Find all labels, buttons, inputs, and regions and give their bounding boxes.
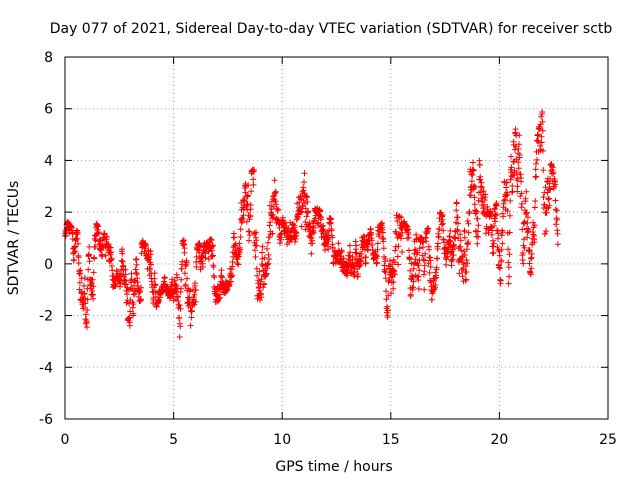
- y-tick-label: 2: [44, 205, 53, 221]
- y-tick-label: -6: [39, 412, 53, 428]
- axis-ticks-layer: 0 5 10 15 20 25 -6 -4 -2 0 2 4 6 8: [39, 50, 617, 448]
- y-tick-label: -4: [39, 360, 53, 376]
- x-tick-label: 20: [490, 432, 508, 448]
- x-tick-label: 10: [273, 432, 291, 448]
- x-tick-label: 5: [169, 432, 178, 448]
- y-tick-label: 0: [44, 257, 53, 273]
- y-tick-label: 8: [44, 50, 53, 66]
- y-tick-label: 4: [44, 153, 53, 169]
- plot-frame: [64, 56, 609, 420]
- x-tick-label: 25: [599, 432, 617, 448]
- x-axis-label: GPS time / hours: [275, 459, 392, 475]
- x-tick-label: 15: [382, 432, 400, 448]
- y-tick-label: 6: [44, 102, 53, 118]
- chart-title: Day 077 of 2021, Sidereal Day-to-day VTE…: [50, 21, 613, 37]
- x-tick-label: 0: [61, 432, 70, 448]
- y-axis-label: SDTVAR / TECUs: [6, 181, 22, 296]
- y-tick-label: -2: [39, 309, 53, 325]
